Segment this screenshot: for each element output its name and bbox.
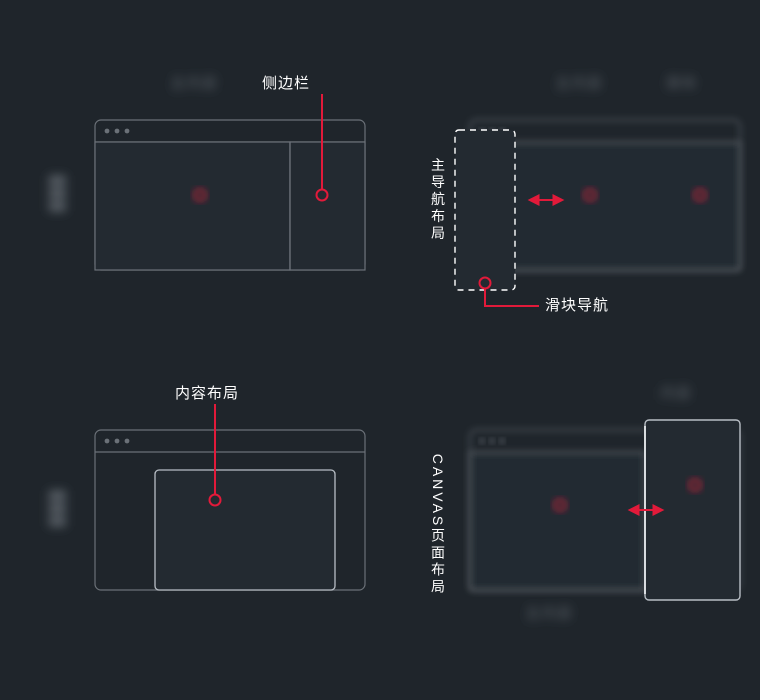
svg-text:内容布局: 内容布局 bbox=[175, 385, 239, 402]
svg-text:███: ███ bbox=[48, 176, 66, 215]
svg-text:内容: 内容 bbox=[660, 385, 692, 402]
svg-text:滑块导航: 滑块导航 bbox=[545, 297, 609, 314]
svg-text:主导航布局: 主导航布局 bbox=[430, 158, 446, 243]
svg-text:侧边栏: 侧边栏 bbox=[262, 75, 310, 92]
layout-diagram: ███主内容侧边栏主导航布局主内容滑块滑块导航███内容布局CANVAS页面布局… bbox=[0, 0, 760, 700]
svg-text:主内容: 主内容 bbox=[170, 75, 218, 92]
svg-text:主内容: 主内容 bbox=[555, 75, 603, 92]
svg-text:███: ███ bbox=[48, 491, 66, 530]
svg-text:CANVAS页面布局: CANVAS页面布局 bbox=[430, 454, 446, 597]
svg-text:主内容: 主内容 bbox=[525, 605, 573, 622]
svg-text:滑块: 滑块 bbox=[665, 75, 697, 92]
